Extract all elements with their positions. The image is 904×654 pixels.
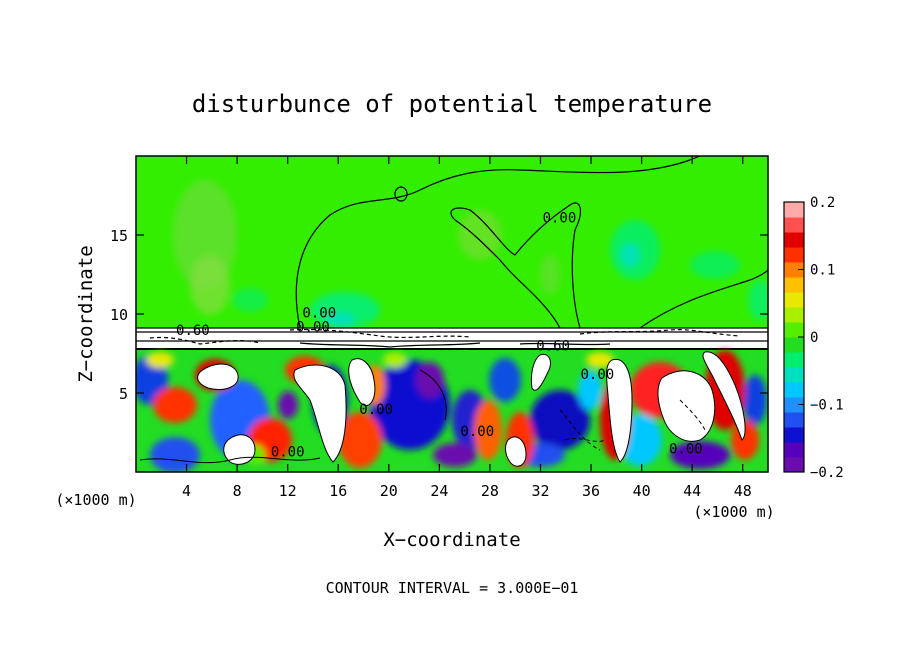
contour-label: 0.00 <box>302 305 336 321</box>
colorbar-tick-label: 0 <box>810 330 818 346</box>
colorbar-swatch <box>784 322 804 338</box>
colorbar: 0.2 0.1 0 −0.1 −0.2 <box>783 195 844 481</box>
colorbar-swatch <box>784 292 804 308</box>
colorbar-swatch <box>784 397 804 413</box>
interface-band <box>136 328 768 350</box>
contour-labels: 0.000.000.000.600.600.000.000.000.00 0.00 <box>176 211 703 461</box>
x-tick-label: 48 <box>734 482 752 500</box>
colorbar-tick-label: −0.1 <box>810 398 844 414</box>
x-tick-label: 4 <box>182 482 191 500</box>
interface-band-contours <box>136 327 768 350</box>
x-tick-label: 28 <box>481 482 499 500</box>
upper-field-shading <box>173 180 768 328</box>
contour-label: 0.00 <box>296 320 330 336</box>
contour-label: 0.00 <box>543 211 577 227</box>
colorbar-swatch <box>784 367 804 383</box>
colorbar-swatch <box>784 457 804 473</box>
x-tick-label: 16 <box>329 482 347 500</box>
x-axis: 4 8 12 16 20 24 28 32 36 40 44 48 <box>182 156 752 500</box>
x-tick-label: 12 <box>279 482 297 500</box>
colorbar-swatch <box>784 382 804 398</box>
plot-area: 0.000.000.000.600.600.000.000.000.00 0.00 <box>136 156 768 472</box>
y-axis-label: Z−coordinate <box>75 245 97 382</box>
x-tick-label: 20 <box>380 482 398 500</box>
contour-label: 0.00 <box>581 367 615 383</box>
colorbar-swatch <box>784 202 804 218</box>
x-tick-label: 36 <box>582 482 600 500</box>
contour-interval-note: CONTOUR INTERVAL = 3.000E−01 <box>326 579 579 597</box>
colorbar-swatch <box>784 262 804 278</box>
colorbar-swatch <box>784 412 804 428</box>
colorbar-swatch <box>784 337 804 353</box>
colorbar-swatch <box>784 217 804 233</box>
chart-title: disturbunce of potential temperature <box>192 90 712 118</box>
colorbar-tick-label: 0.2 <box>810 195 835 211</box>
y-tick-label: 5 <box>119 385 128 403</box>
x-unit-right: (×1000 m) <box>693 503 774 521</box>
contour-label: 0.60 <box>176 323 210 339</box>
x-tick-label: 40 <box>633 482 651 500</box>
colorbar-swatch <box>784 442 804 458</box>
y-axis: 5 10 15 <box>110 227 768 403</box>
colorbar-swatch <box>784 277 804 293</box>
colorbar-tick-label: −0.2 <box>810 465 844 481</box>
colorbar-swatch <box>784 352 804 368</box>
contour-label: 0.60 <box>536 339 570 355</box>
x-axis-label: X−coordinate <box>383 529 520 551</box>
x-tick-label: 8 <box>233 482 242 500</box>
contour-label: 0.00 <box>460 424 494 440</box>
x-tick-label: 24 <box>430 482 448 500</box>
lower-contours <box>139 369 706 464</box>
upper-contours <box>295 156 768 329</box>
contour-label: 0.00 <box>271 444 305 460</box>
x-tick-label: 32 <box>531 482 549 500</box>
colorbar-swatch <box>784 427 804 443</box>
contour-label: 0.00 <box>669 441 703 457</box>
lower-white-cores <box>197 351 746 467</box>
x-unit-left: (×1000 m) <box>55 491 136 509</box>
x-tick-label: 44 <box>683 482 701 500</box>
colorbar-tick-label: 0.1 <box>810 263 835 279</box>
contour-label: 0.00 <box>359 402 393 418</box>
colorbar-swatch <box>784 307 804 323</box>
lower-field <box>136 350 768 472</box>
colorbar-swatch <box>784 232 804 248</box>
colorbar-swatch <box>784 247 804 263</box>
y-tick-label: 15 <box>110 227 128 245</box>
y-tick-label: 10 <box>110 306 128 324</box>
